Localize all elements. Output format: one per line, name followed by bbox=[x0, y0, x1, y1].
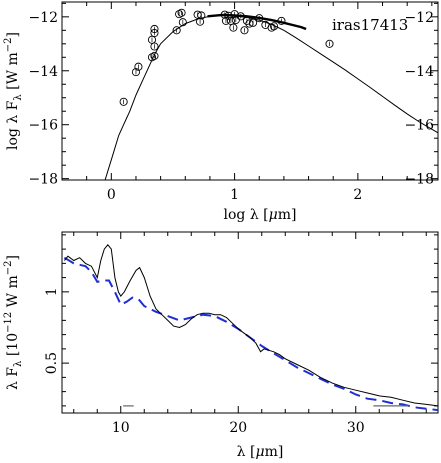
top-y-tick-label-right: −16 bbox=[404, 118, 434, 134]
observed-spectrum-line bbox=[64, 244, 438, 407]
photometry-point bbox=[277, 16, 286, 25]
bottom-panel-spectrum: 10 20 30 0.5 1 λ Fλ [10−12 W m−2] λ [μm] bbox=[3, 231, 439, 460]
bottom-y-tick-label: 1 bbox=[44, 287, 60, 296]
model-sed-line bbox=[104, 14, 438, 180]
top-plot-frame bbox=[61, 1, 439, 181]
bottom-x-tick-label: 30 bbox=[347, 420, 365, 436]
photometry-point bbox=[269, 22, 279, 31]
model-spectrum-dashed-line bbox=[63, 256, 438, 412]
top-x-tick-label: 2 bbox=[353, 187, 362, 203]
bottom-y-axis-label: λ Fλ [10−12 W m−2] bbox=[3, 255, 24, 390]
photometry-point bbox=[325, 39, 334, 48]
bottom-x-tick-label: 20 bbox=[229, 420, 247, 436]
photometry-point bbox=[240, 26, 249, 35]
photometry-point bbox=[249, 18, 258, 27]
photometry-point bbox=[196, 17, 205, 26]
photometry-point bbox=[178, 18, 187, 27]
top-x-tick-label: 1 bbox=[230, 187, 239, 203]
photometry-point bbox=[267, 23, 276, 32]
photometry-point bbox=[229, 23, 238, 32]
top-y-tick-label-left: −16 bbox=[28, 118, 58, 134]
photometry-point bbox=[197, 11, 206, 20]
photometry-point bbox=[255, 14, 264, 23]
photometry-point bbox=[172, 26, 181, 35]
bottom-y-tick-label: 0.5 bbox=[44, 352, 60, 374]
photometry-point bbox=[150, 24, 159, 34]
bottom-plot-frame bbox=[61, 231, 439, 414]
top-y-tick-label-right: −14 bbox=[404, 64, 434, 80]
photometry-point bbox=[150, 51, 159, 60]
top-x-tick-label: 0 bbox=[107, 187, 116, 203]
photometry-point bbox=[131, 68, 141, 77]
photometry-point bbox=[175, 10, 184, 19]
top-x-axis-label: log λ [μm] bbox=[224, 207, 297, 223]
bottom-x-tick-label: 10 bbox=[112, 420, 130, 436]
object-name-annotation: iras17413 bbox=[332, 16, 408, 34]
photometry-point bbox=[242, 16, 251, 25]
photometry-point bbox=[224, 11, 233, 20]
top-y-tick-label-left: −18 bbox=[28, 172, 58, 188]
bottom-x-axis-label: λ [μm] bbox=[237, 444, 284, 460]
photometry-point bbox=[147, 53, 157, 62]
top-y-tick-label-left: −14 bbox=[28, 64, 58, 80]
top-y-tick-label-left: −12 bbox=[28, 10, 58, 26]
top-y-axis-label: log λ Fλ [W m−2] bbox=[3, 32, 24, 150]
photometry-point bbox=[134, 62, 143, 71]
photometry-point bbox=[236, 12, 245, 21]
photometry-point bbox=[221, 16, 231, 25]
top-y-tick-label-right: −18 bbox=[404, 172, 434, 188]
top-panel-sed: 0 1 2 −12 −12 −14 −14 −16 −16 −18 −18 iras17413 log … bbox=[3, 1, 439, 223]
photometry-point bbox=[119, 97, 128, 106]
top-y-tick-label-right: −12 bbox=[404, 10, 434, 26]
photometry-point bbox=[177, 8, 186, 17]
